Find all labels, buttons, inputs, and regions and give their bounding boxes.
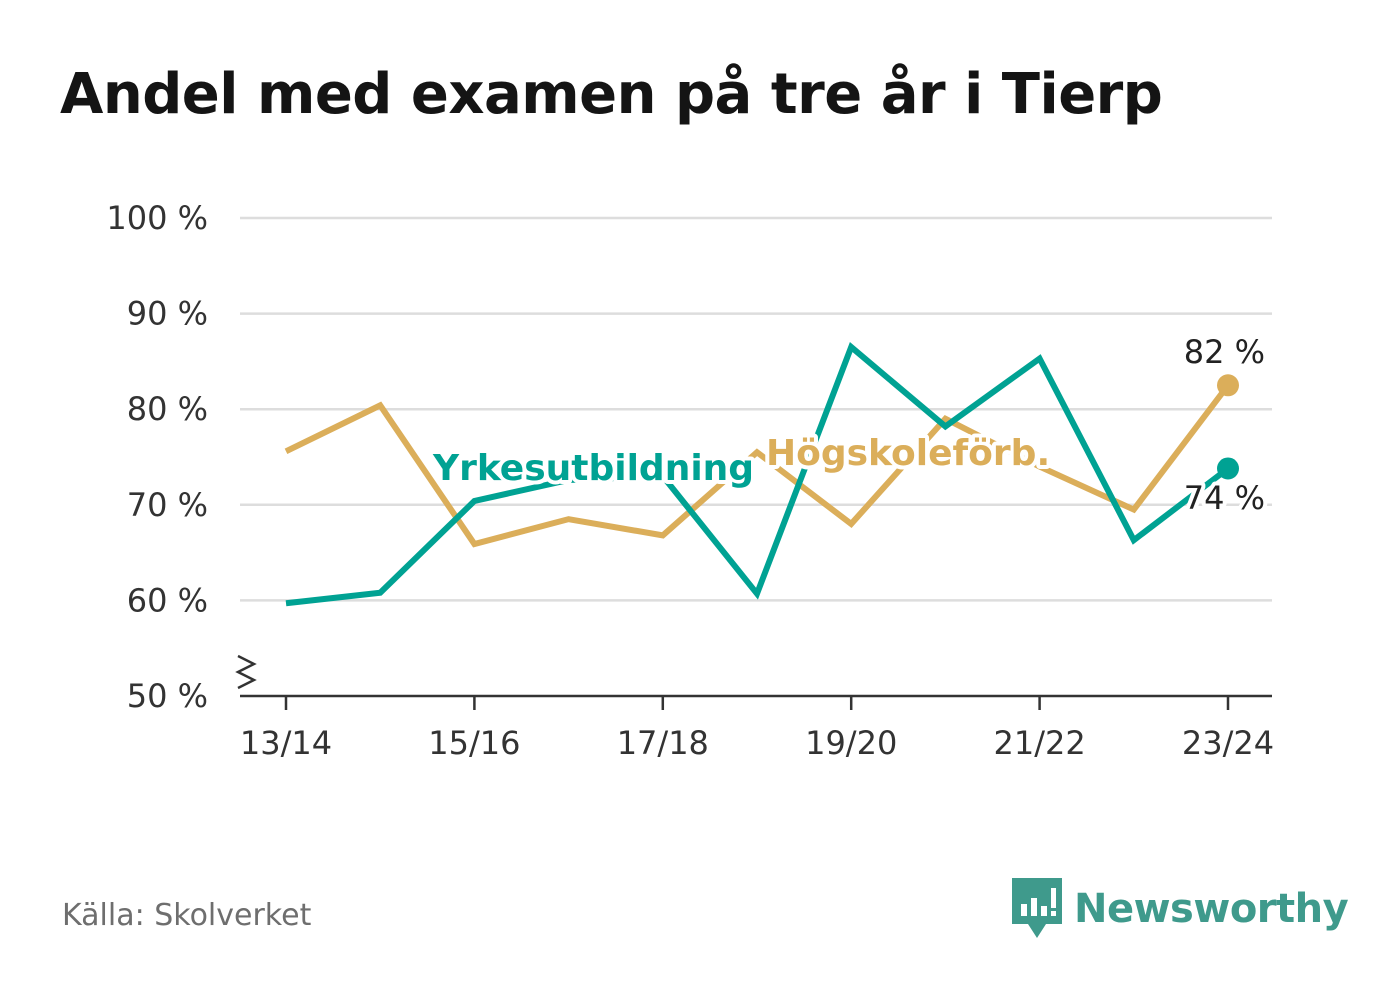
y-tick-label: 90 % <box>127 295 208 333</box>
x-tick-label: 15/16 <box>428 724 520 762</box>
grid-lines <box>240 216 1272 602</box>
x-tick-label: 19/20 <box>805 724 897 762</box>
x-tick-label: 21/22 <box>993 724 1085 762</box>
source-note: Källa: Skolverket <box>62 898 312 933</box>
x-tick-label: 13/14 <box>240 724 332 762</box>
series-yrkesutbildning-end-point <box>1217 457 1239 480</box>
series-lines <box>284 342 1239 607</box>
series-hogskoleforb-end-point <box>1217 374 1239 397</box>
series-label-yrkesutbildning: Yrkesutbildning <box>432 448 754 489</box>
y-tick-label: 70 % <box>127 486 208 524</box>
end-label-yrkesutbildning: 74 % <box>1184 479 1265 517</box>
brand-name: Newsworthy <box>1074 886 1349 932</box>
axis-break-icon <box>235 654 257 690</box>
series-hogskoleforb-line <box>284 383 1231 548</box>
series-labels: Yrkesutbildning Högskoleförb. 82 % 74 % <box>428 329 1269 521</box>
x-tick-label: 17/18 <box>617 724 709 762</box>
series-label-hogskoleforb: Högskoleförb. <box>766 433 1050 474</box>
end-label-hogskoleforb: 82 % <box>1184 333 1265 371</box>
y-tick-label: 80 % <box>127 390 208 428</box>
x-tick-label: 23/24 <box>1182 724 1274 762</box>
brand-logo: Newsworthy <box>1012 878 1349 940</box>
series-yrkesutbildning-line <box>285 342 1230 607</box>
axes: 50 % 60 % 70 % 80 % 90 % 100 % 13/14 15/16 17/18… <box>106 199 1274 762</box>
y-tick-label: 60 % <box>127 581 208 619</box>
bar-chart-speech-bubble-icon <box>1012 878 1062 938</box>
y-tick-label: 100 % <box>106 199 208 237</box>
chart-title: Andel med examen på tre år i Tierp <box>60 62 1163 127</box>
y-tick-label: 50 % <box>127 677 208 715</box>
